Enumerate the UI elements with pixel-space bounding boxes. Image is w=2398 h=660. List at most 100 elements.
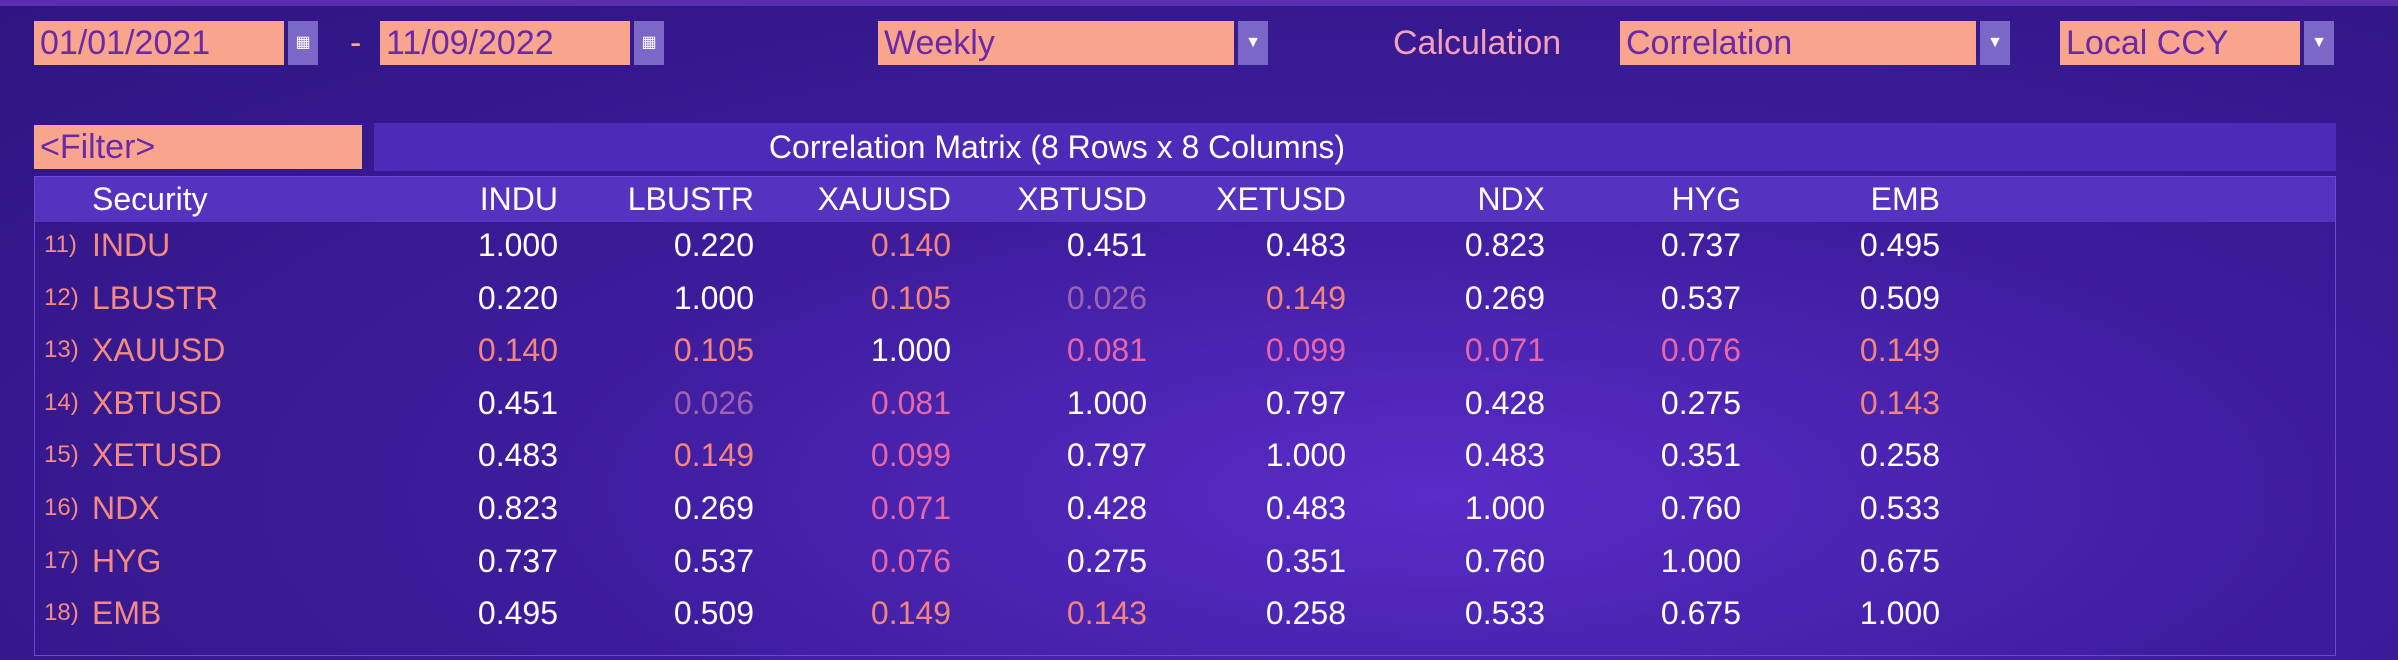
matrix-cell: 0.026 [673, 384, 754, 421]
header-row [34, 176, 2336, 222]
matrix-cell: 0.675 [1660, 595, 1741, 632]
matrix-cell: 0.149 [673, 437, 754, 474]
matrix-cell: 0.483 [1265, 227, 1346, 263]
end-date[interactable]: 11/09/2022 [380, 21, 630, 65]
matrix-cell: 0.140 [477, 332, 558, 369]
table-title: Correlation Matrix (8 Rows x 8 Columns) [768, 129, 1346, 165]
security-header: Security [92, 181, 208, 217]
matrix-cell: 0.760 [1660, 490, 1741, 526]
matrix-cell: 0.269 [1464, 279, 1545, 316]
matrix-cell: 0.275 [1066, 542, 1147, 579]
currency-dropdown[interactable]: Local CCY [2060, 21, 2300, 65]
matrix-cell: 0.483 [1265, 490, 1346, 526]
matrix-cell: 0.537 [1660, 279, 1741, 316]
matrix-cell: 1.000 [1660, 542, 1741, 579]
security-name: XAUUSD [92, 332, 226, 369]
start-date[interactable]: 01/01/2021 [34, 21, 284, 65]
row-number: 15) [44, 441, 79, 469]
dropdown-arrow[interactable]: ▼ [1238, 21, 1268, 65]
column-header: NDX [1477, 181, 1545, 217]
security-name: XETUSD [92, 437, 222, 474]
dropdown-arrow[interactable]: ▼ [1980, 21, 2010, 65]
column-header: LBUSTR [627, 181, 754, 217]
calendar-button[interactable]: ▦ [634, 21, 664, 65]
table-frame [34, 176, 2336, 656]
matrix-cell: 0.533 [1859, 490, 1940, 526]
matrix-cell: 0.105 [870, 279, 951, 316]
matrix-cell: 0.071 [870, 490, 951, 526]
matrix-cell: 0.143 [1859, 384, 1940, 421]
matrix-cell: 0.483 [1464, 437, 1545, 474]
matrix-cell: 0.149 [870, 595, 951, 632]
row-number: 13) [44, 336, 79, 364]
top-bar [0, 0, 2398, 6]
matrix-cell: 1.000 [673, 279, 754, 316]
matrix-cell: 0.495 [477, 595, 558, 632]
matrix-cell: 0.026 [1066, 279, 1147, 316]
row-number: 18) [44, 599, 79, 627]
row-number: 11) [44, 231, 77, 258]
dropdown-arrow[interactable]: ▼ [2304, 21, 2334, 65]
matrix-cell: 0.495 [1859, 227, 1940, 263]
matrix-cell: 0.149 [1265, 279, 1346, 316]
calculation-dropdown[interactable]: Correlation [1620, 21, 1976, 65]
column-header: XETUSD [1216, 181, 1346, 217]
title-bar [374, 123, 2336, 171]
matrix-cell: 0.797 [1066, 437, 1147, 474]
security-name: INDU [92, 227, 171, 263]
matrix-cell: 0.258 [1265, 595, 1346, 632]
column-header: XAUUSD [817, 181, 951, 217]
calendar-button[interactable]: ▦ [288, 21, 318, 65]
column-header: XBTUSD [1017, 181, 1147, 217]
column-header: HYG [1671, 181, 1741, 217]
row-number: 12) [44, 283, 79, 311]
column-header: INDU [479, 181, 558, 217]
matrix-cell: 0.351 [1660, 437, 1741, 474]
matrix-cell: 0.451 [1066, 227, 1147, 263]
matrix-cell: 0.351 [1265, 542, 1346, 579]
calculation-label: Calculation [1393, 24, 1562, 62]
date-separator: - [350, 24, 362, 62]
matrix-cell: 0.509 [673, 595, 754, 632]
matrix-cell: 0.537 [673, 542, 754, 579]
matrix-cell: 0.076 [1660, 332, 1741, 369]
matrix-cell: 0.823 [477, 490, 558, 526]
matrix-cell: 0.140 [870, 227, 951, 263]
matrix-cell: 1.000 [1265, 437, 1346, 474]
matrix-cell: 0.509 [1859, 279, 1940, 316]
row-number: 16) [44, 494, 79, 521]
matrix-cell: 0.797 [1265, 384, 1346, 421]
matrix-cell: 0.220 [477, 279, 558, 316]
matrix-cell: 0.428 [1464, 384, 1545, 421]
security-name: NDX [92, 490, 160, 526]
matrix-cell: 0.269 [673, 490, 754, 526]
matrix-cell: 0.099 [870, 437, 951, 474]
matrix-cell: 0.220 [673, 227, 754, 263]
matrix-cell: 1.000 [1859, 595, 1940, 632]
matrix-cell: 0.533 [1464, 595, 1545, 632]
security-name: LBUSTR [92, 279, 219, 316]
matrix-cell: 0.105 [673, 332, 754, 369]
frequency-dropdown[interactable]: Weekly [878, 21, 1234, 65]
matrix-cell: 0.071 [1464, 332, 1545, 369]
matrix-cell: 0.143 [1066, 595, 1147, 632]
matrix-cell: 0.076 [870, 542, 951, 579]
matrix-cell: 0.823 [1464, 227, 1545, 263]
matrix-cell: 0.760 [1464, 542, 1545, 579]
matrix-cell: 0.275 [1660, 384, 1741, 421]
matrix-cell: 0.081 [870, 384, 951, 421]
security-name: EMB [92, 595, 162, 632]
matrix-cell: 1.000 [1464, 490, 1545, 526]
security-name: XBTUSD [92, 384, 222, 421]
matrix-cell: 0.428 [1066, 490, 1147, 526]
matrix-cell: 1.000 [477, 227, 558, 263]
matrix-cell: 1.000 [1066, 384, 1147, 421]
row-number: 17) [44, 546, 79, 574]
matrix-cell: 0.483 [477, 437, 558, 474]
matrix-cell: 0.737 [1660, 227, 1741, 263]
matrix-cell: 0.258 [1859, 437, 1940, 474]
filter-box[interactable]: <Filter> [34, 125, 362, 169]
matrix-cell: 0.099 [1265, 332, 1346, 369]
matrix-cell: 0.149 [1859, 332, 1940, 369]
